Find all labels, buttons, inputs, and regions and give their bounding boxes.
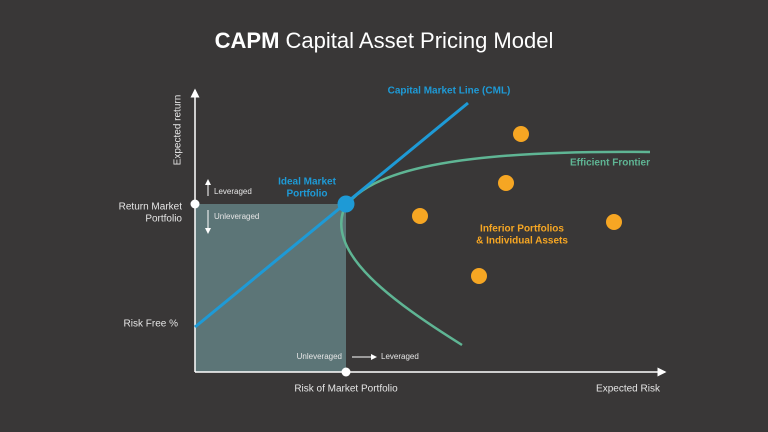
return-market-label: Portfolio [145, 214, 182, 225]
y-marker [190, 199, 200, 209]
cml-line [194, 101, 469, 329]
inferior-label: Inferior Portfolios [480, 224, 564, 235]
leverage-area [195, 204, 346, 372]
unleveraged-label: Unleveraged [297, 352, 342, 361]
market-portfolio-point [337, 195, 355, 213]
asset-dot [498, 175, 514, 191]
risk-market-label: Risk of Market Portfolio [294, 384, 398, 395]
inferior-assets [412, 126, 622, 284]
ideal-label: Ideal Market [278, 177, 336, 188]
leveraged-label: Leveraged [214, 187, 252, 196]
x-axis-label: Expected Risk [596, 384, 661, 395]
asset-dot [412, 208, 428, 224]
asset-dot [606, 214, 622, 230]
x-marker [341, 367, 351, 377]
asset-dot [471, 268, 487, 284]
frontier-label: Efficient Frontier [570, 158, 650, 169]
asset-dot [513, 126, 529, 142]
risk-free-label: Risk Free % [124, 319, 179, 330]
y-axis-label: Expected return [173, 95, 184, 166]
ideal-label: Portfolio [286, 189, 327, 200]
cml-label: Capital Market Line (CML) [388, 86, 511, 97]
title: CAPM Capital Asset Pricing Model [215, 28, 554, 53]
return-market-label: Return Market [119, 202, 183, 213]
leveraged-label: Leveraged [381, 352, 419, 361]
inferior-label: & Individual Assets [476, 236, 568, 247]
unleveraged-label: Unleveraged [214, 212, 259, 221]
